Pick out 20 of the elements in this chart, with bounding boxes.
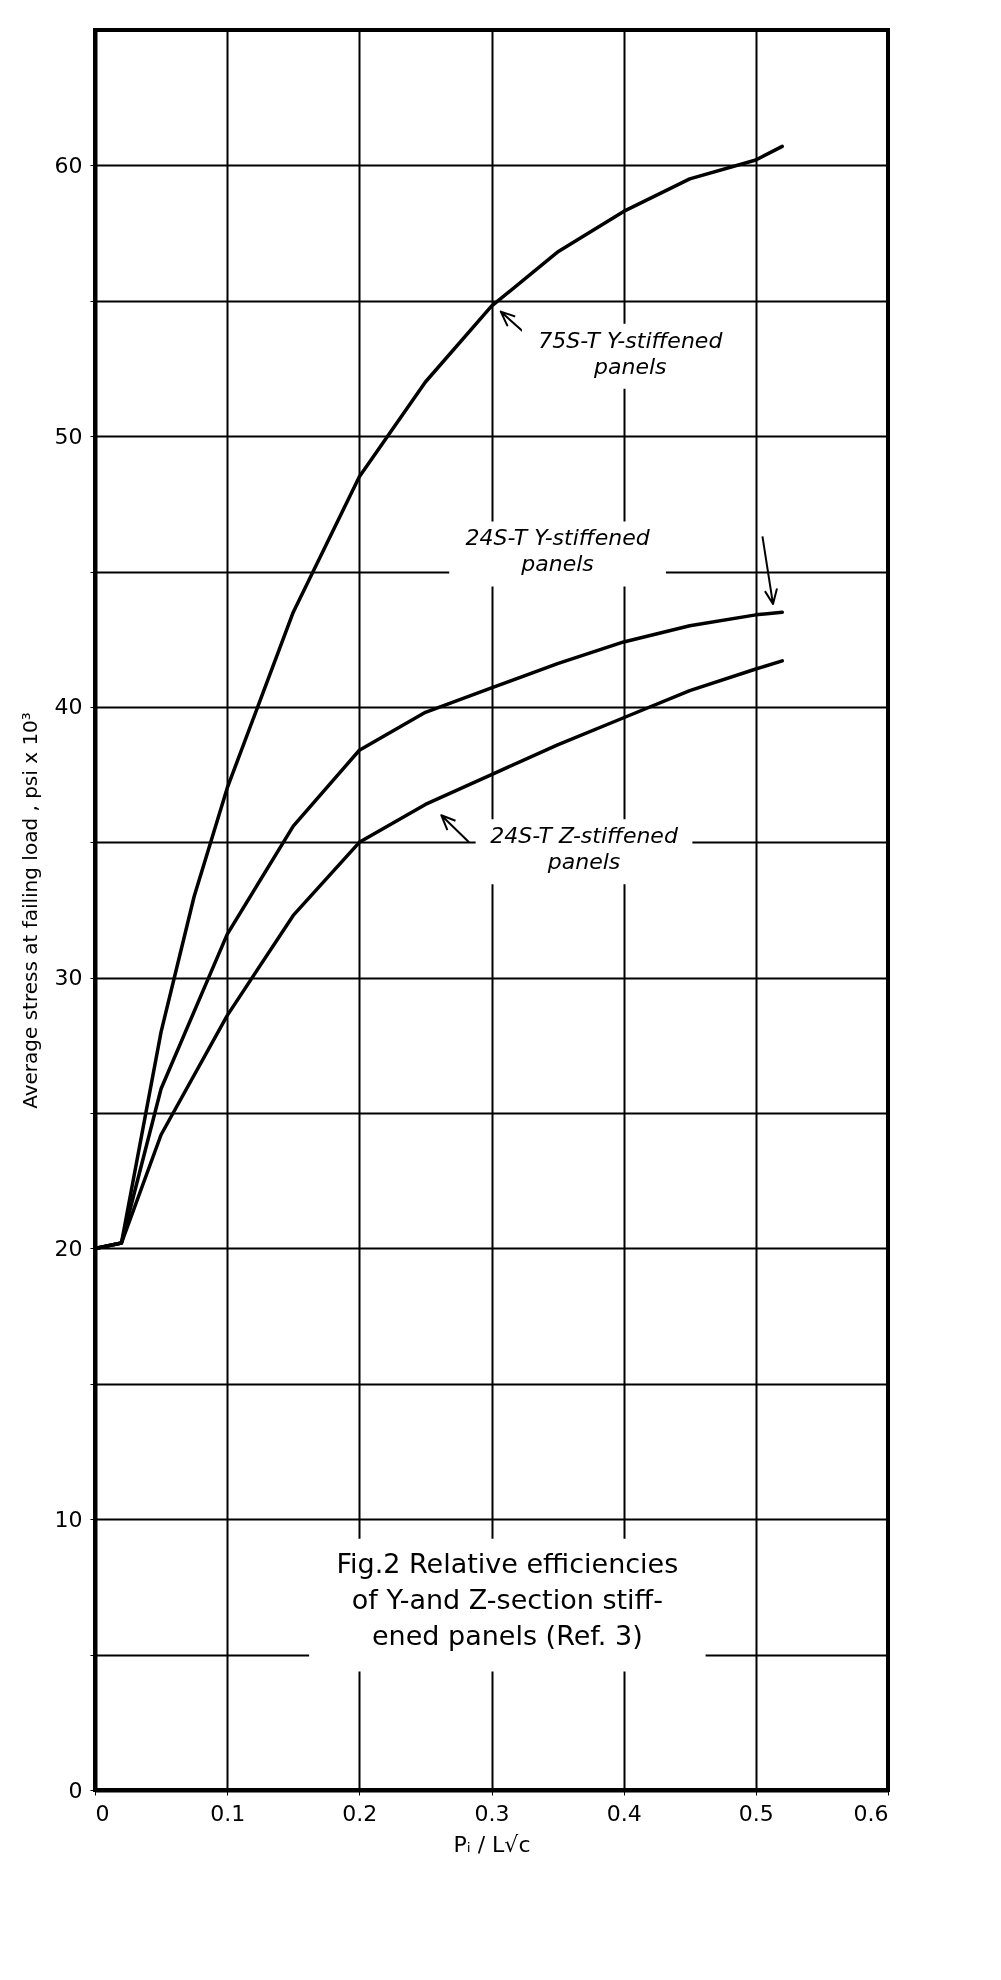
y-tick-label: 40 — [54, 694, 83, 720]
x-tick-label: 0.4 — [606, 1800, 642, 1826]
text: 75S-T Y-stiffened panels — [538, 327, 724, 379]
y-tick-label: 20 — [54, 1235, 83, 1261]
x-tick-label: 0.3 — [474, 1800, 510, 1826]
legend-label: 24S-T Z-stiffened panels — [490, 823, 679, 875]
x-tick-label: 0.1 — [210, 1800, 246, 1826]
text: Fig.2 Relative efficiencies of Y-and Z-section stiff- ened panels (Ref. 3) — [336, 1548, 679, 1652]
y-axis-title: Average stress at failing load , psi x 10³ — [17, 712, 42, 1109]
text: 24S-T Y-stiffened panels — [465, 525, 651, 577]
y-tick-label: 50 — [54, 423, 83, 449]
y-tick-label: 0 — [68, 1777, 83, 1803]
x-tick-label: 0.6 — [853, 1800, 889, 1826]
y-tick-label: 30 — [54, 965, 83, 991]
y-tick-label: 10 — [54, 1506, 83, 1532]
y-tick-label: 60 — [54, 152, 83, 178]
x-axis-title: Pᵢ / L√c — [453, 1831, 531, 1857]
x-tick-label: 0.2 — [342, 1800, 378, 1826]
x-tick-label: 0.5 — [738, 1800, 774, 1826]
x-tick-label: 0 — [95, 1800, 110, 1826]
